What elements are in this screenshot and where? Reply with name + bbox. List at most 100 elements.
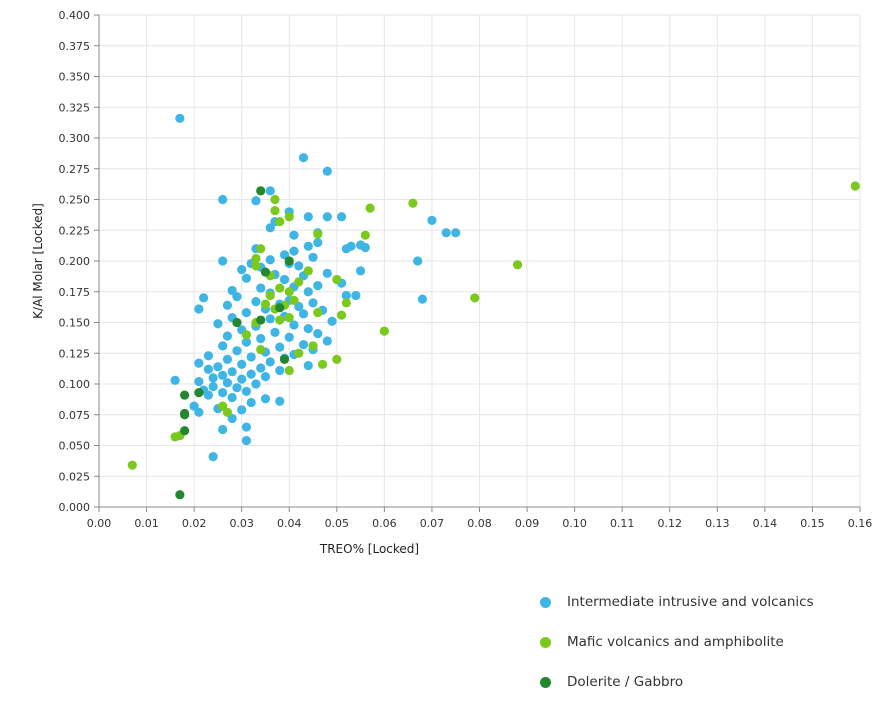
data-point[interactable] [232,292,241,301]
data-point[interactable] [237,405,246,414]
data-point[interactable] [128,461,137,470]
data-point[interactable] [304,266,313,275]
data-point[interactable] [251,261,260,270]
data-point[interactable] [266,314,275,323]
data-point[interactable] [318,360,327,369]
data-point[interactable] [323,212,332,221]
data-point[interactable] [270,206,279,215]
data-point[interactable] [299,309,308,318]
data-point[interactable] [308,298,317,307]
data-point[interactable] [242,387,251,396]
data-point[interactable] [223,355,232,364]
legend-item[interactable]: Dolerite / Gabbro [540,672,814,692]
data-point[interactable] [313,229,322,238]
data-point[interactable] [218,195,227,204]
data-point[interactable] [308,253,317,262]
data-point[interactable] [256,363,265,372]
data-point[interactable] [175,114,184,123]
data-point[interactable] [285,256,294,265]
data-point[interactable] [337,311,346,320]
data-point[interactable] [171,376,180,385]
data-point[interactable] [851,181,860,190]
data-point[interactable] [285,287,294,296]
data-point[interactable] [228,393,237,402]
data-point[interactable] [313,238,322,247]
data-point[interactable] [256,186,265,195]
data-point[interactable] [237,374,246,383]
data-point[interactable] [209,382,218,391]
data-point[interactable] [285,313,294,322]
data-point[interactable] [427,216,436,225]
data-point[interactable] [261,394,270,403]
data-point[interactable] [275,366,284,375]
data-point[interactable] [418,295,427,304]
data-point[interactable] [261,299,270,308]
data-point[interactable] [223,331,232,340]
data-point[interactable] [304,324,313,333]
data-point[interactable] [337,212,346,221]
data-point[interactable] [261,267,270,276]
data-point[interactable] [451,228,460,237]
data-point[interactable] [332,355,341,364]
data-point[interactable] [266,291,275,300]
data-point[interactable] [247,398,256,407]
data-point[interactable] [237,360,246,369]
data-point[interactable] [351,291,360,300]
data-point[interactable] [313,281,322,290]
legend-item[interactable]: Intermediate intrusive and volcanics [540,592,814,612]
data-point[interactable] [294,277,303,286]
data-point[interactable] [299,340,308,349]
data-point[interactable] [470,293,479,302]
data-point[interactable] [256,315,265,324]
data-point[interactable] [285,333,294,342]
data-point[interactable] [323,269,332,278]
data-point[interactable] [313,329,322,338]
data-point[interactable] [223,378,232,387]
data-point[interactable] [323,336,332,345]
data-point[interactable] [323,167,332,176]
data-point[interactable] [171,432,180,441]
data-point[interactable] [299,153,308,162]
data-point[interactable] [194,408,203,417]
data-point[interactable] [289,231,298,240]
data-point[interactable] [289,296,298,305]
data-point[interactable] [342,298,351,307]
data-point[interactable] [223,408,232,417]
data-point[interactable] [204,365,213,374]
data-point[interactable] [266,357,275,366]
data-point[interactable] [218,341,227,350]
data-point[interactable] [380,327,389,336]
data-point[interactable] [266,186,275,195]
data-point[interactable] [180,390,189,399]
data-point[interactable] [237,265,246,274]
data-point[interactable] [413,256,422,265]
data-point[interactable] [209,373,218,382]
data-point[interactable] [275,303,284,312]
data-point[interactable] [247,352,256,361]
data-point[interactable] [275,217,284,226]
data-point[interactable] [256,283,265,292]
data-point[interactable] [218,425,227,434]
data-point[interactable] [294,349,303,358]
data-point[interactable] [204,351,213,360]
data-point[interactable] [242,422,251,431]
data-point[interactable] [294,261,303,270]
legend-item[interactable]: Mafic volcanics and amphibolite [540,632,814,652]
data-point[interactable] [289,247,298,256]
data-point[interactable] [285,212,294,221]
data-point[interactable] [356,266,365,275]
data-point[interactable] [366,204,375,213]
data-point[interactable] [256,345,265,354]
data-point[interactable] [175,490,184,499]
data-point[interactable] [199,293,208,302]
data-point[interactable] [361,243,370,252]
data-point[interactable] [251,297,260,306]
data-point[interactable] [228,367,237,376]
data-point[interactable] [304,212,313,221]
data-point[interactable] [232,383,241,392]
data-point[interactable] [247,370,256,379]
data-point[interactable] [232,318,241,327]
data-point[interactable] [194,377,203,386]
data-point[interactable] [242,308,251,317]
data-point[interactable] [213,319,222,328]
